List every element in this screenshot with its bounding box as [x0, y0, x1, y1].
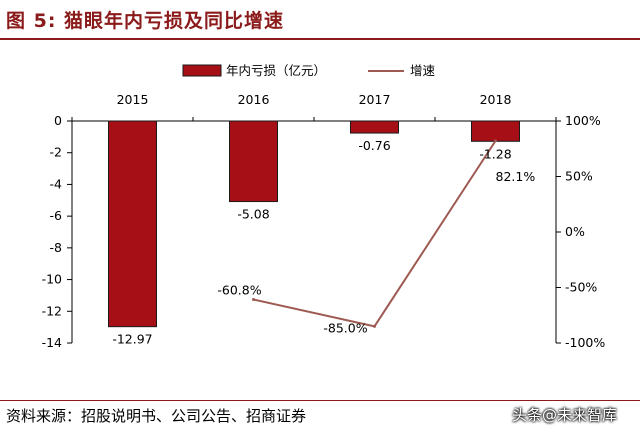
- left-tick-label: -12: [42, 303, 62, 318]
- data-labels: -12.97 -5.08 -0.76 -1.28 -60.8% -85.0% 82.1%: [112, 138, 535, 347]
- right-tick-label: 0%: [565, 224, 585, 239]
- category-label: 2016: [238, 92, 270, 107]
- left-tick-label: -10: [42, 272, 62, 287]
- bar: [229, 120, 278, 203]
- left-tick-label: -6: [50, 208, 63, 223]
- bar-value-label: -0.76: [358, 138, 390, 153]
- growth-line: [253, 140, 497, 328]
- growth-value-label: -85.0%: [323, 320, 367, 335]
- growth-value-label: 82.1%: [496, 169, 536, 184]
- left-tick-label: -4: [50, 176, 63, 191]
- growth-point: [494, 139, 497, 143]
- right-tick-label: -50%: [565, 280, 597, 295]
- category-label: 2017: [359, 92, 391, 107]
- growth-value-label: -60.8%: [217, 282, 261, 297]
- right-tick-label: -100%: [565, 335, 605, 350]
- bar: [350, 120, 399, 134]
- growth-point: [373, 324, 376, 328]
- growth-point: [252, 297, 255, 301]
- legend-label-loss: 年内亏损（亿元）: [226, 63, 326, 78]
- bar-value-label: -1.28: [479, 146, 511, 161]
- footer-divider: [0, 400, 640, 401]
- bar: [471, 120, 520, 142]
- right-tick-label: 50%: [565, 169, 593, 184]
- left-tick-label: 0: [54, 113, 62, 128]
- watermark: 头条@未来智库: [512, 406, 618, 424]
- bar-series: [108, 120, 520, 328]
- figure-title: 图 5: 猫眼年内亏损及同比增速: [6, 10, 285, 32]
- right-tick-label: 100%: [565, 113, 601, 128]
- line-series: [252, 139, 497, 328]
- chart-legend: 年内亏损（亿元） 增速: [182, 63, 436, 78]
- left-tick-label: -2: [50, 145, 62, 160]
- bar-value-label: -12.97: [112, 332, 152, 347]
- legend-swatch-loss: [182, 64, 222, 77]
- left-tick-label: -14: [42, 335, 62, 350]
- legend-label-growth: 增速: [410, 63, 436, 78]
- bar: [108, 120, 157, 328]
- source-note: 资料来源：招股说明书、公司公告、招商证券: [6, 407, 307, 425]
- category-label: 2018: [480, 92, 512, 107]
- bar-value-label: -5.08: [237, 207, 269, 222]
- left-tick-label: -8: [50, 240, 63, 255]
- title-divider: [0, 38, 640, 40]
- category-label: 2015: [117, 92, 149, 107]
